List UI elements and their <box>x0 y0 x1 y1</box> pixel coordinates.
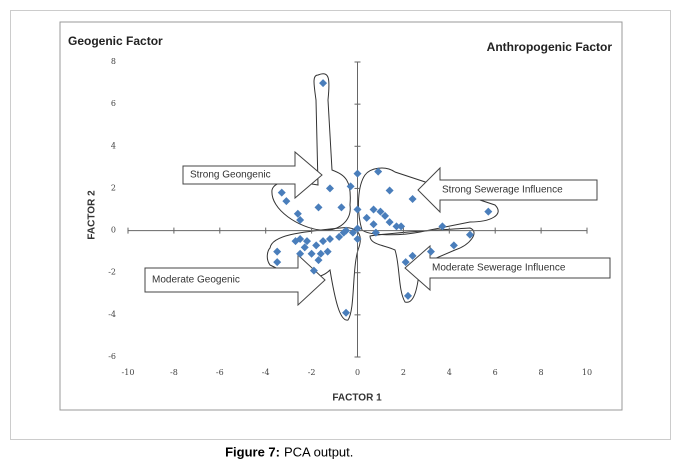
x-tick-label: -2 <box>308 368 316 377</box>
y-tick-label: 4 <box>111 141 116 150</box>
point <box>325 184 334 193</box>
x-tick-label: -8 <box>170 368 178 377</box>
x-tick-label: 4 <box>447 368 452 377</box>
point <box>339 228 348 237</box>
point <box>408 251 417 260</box>
point <box>353 169 362 178</box>
point <box>337 203 346 212</box>
arrow <box>404 244 611 292</box>
point <box>397 222 406 231</box>
annotation: Moderate Sewerage Influence <box>432 263 566 274</box>
x-tick-label: 6 <box>493 368 498 377</box>
arrow <box>144 253 326 307</box>
point <box>353 205 362 214</box>
arrow <box>182 150 323 200</box>
chart-frame <box>59 21 623 411</box>
point <box>369 220 378 229</box>
point <box>323 247 332 256</box>
caption-label: Figure 7: <box>225 444 280 459</box>
annotation: Moderate Geogenic <box>152 275 240 286</box>
point <box>319 237 328 246</box>
point <box>348 228 357 237</box>
caption-text: PCA output. <box>284 444 353 459</box>
point <box>312 241 321 250</box>
y-tick-label: 6 <box>111 99 116 108</box>
point <box>371 228 380 237</box>
point <box>293 209 302 218</box>
point <box>316 249 325 258</box>
y-tick-label: 0 <box>111 226 116 235</box>
point <box>314 203 323 212</box>
x-tick-label: -6 <box>216 368 224 377</box>
point <box>273 258 282 267</box>
point <box>325 235 334 243</box>
point <box>282 197 291 206</box>
corner-label: Anthropogenic Factor <box>487 40 613 54</box>
y-tick-label: 8 <box>111 57 116 66</box>
y-tick-label: -6 <box>108 352 116 361</box>
point <box>307 249 316 258</box>
point <box>438 222 447 231</box>
point <box>353 224 362 233</box>
x-tick-label: 2 <box>401 368 406 377</box>
point <box>296 249 305 258</box>
x-tick-label: 0 <box>355 368 360 377</box>
y-tick-label: -2 <box>108 268 116 277</box>
y-tick-label: 2 <box>111 183 116 192</box>
point <box>369 205 378 214</box>
y-axis-label: FACTOR 2 <box>87 190 98 240</box>
point <box>291 237 300 246</box>
point <box>342 308 351 317</box>
point <box>303 237 312 246</box>
point <box>381 211 390 220</box>
point <box>353 235 362 243</box>
arrow <box>417 166 598 214</box>
point <box>374 167 383 176</box>
point <box>484 207 493 216</box>
annotation: Strong Sewerage Influence <box>442 185 563 196</box>
point <box>465 230 474 239</box>
x-tick-label: -10 <box>122 368 135 377</box>
point <box>335 232 344 241</box>
point <box>401 258 410 267</box>
point <box>273 247 282 256</box>
y-tick-label: -4 <box>108 310 116 319</box>
point <box>309 266 318 275</box>
point <box>426 247 435 256</box>
arrows <box>144 150 611 307</box>
x-tick-label: -4 <box>262 368 270 377</box>
point <box>385 218 394 227</box>
point <box>449 241 458 250</box>
point <box>408 194 417 203</box>
corner-label: Geogenic Factor <box>68 34 163 48</box>
point <box>403 291 412 300</box>
point <box>362 213 371 222</box>
point <box>346 182 355 191</box>
x-axis-label: FACTOR 1 <box>332 393 382 404</box>
outline <box>266 227 361 321</box>
x-tick-label: 10 <box>582 368 592 377</box>
point <box>314 256 323 265</box>
point <box>385 186 394 195</box>
point <box>376 207 385 216</box>
point <box>277 188 286 197</box>
point <box>296 216 305 225</box>
point <box>392 222 401 231</box>
point <box>319 79 328 88</box>
x-tick-label: 8 <box>539 368 544 377</box>
annotation: Strong Geongenic <box>190 170 271 181</box>
point <box>300 243 309 252</box>
outline <box>357 167 499 236</box>
